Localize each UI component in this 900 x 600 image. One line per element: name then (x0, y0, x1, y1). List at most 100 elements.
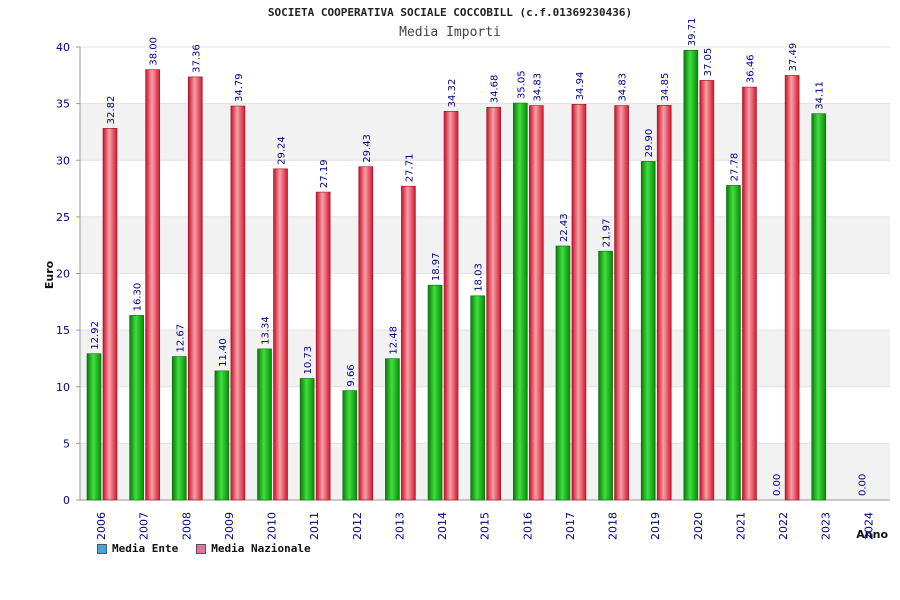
x-tick-label: 2013 (393, 512, 406, 540)
chart-subtitle: Media Importi (399, 25, 501, 40)
y-tick-label: 15 (56, 324, 70, 337)
data-label: 37.05 (703, 48, 714, 77)
data-label: 34.32 (447, 79, 458, 108)
y-tick-label: 5 (63, 437, 70, 450)
legend-item-media-nazionale: Media Nazionale (196, 542, 311, 555)
y-tick-label: 35 (56, 98, 70, 111)
data-label: 29.24 (277, 136, 288, 165)
data-label: 34.79 (234, 73, 245, 102)
bar-media-ente (470, 295, 485, 501)
data-label: 18.97 (431, 253, 442, 282)
bar-media-ente (598, 250, 613, 501)
legend: Media Ente Media Nazionale (97, 542, 311, 555)
x-tick-label: 2009 (223, 512, 236, 540)
x-tick-label: 2017 (564, 512, 577, 540)
bar-media-nazionale (187, 76, 203, 501)
x-tick-label: 2007 (138, 512, 151, 540)
data-label: 34.83 (618, 73, 629, 102)
bar-media-nazionale (486, 106, 501, 501)
bar-media-nazionale (273, 168, 288, 501)
y-tick-label: 40 (56, 41, 70, 54)
bar-media-nazionale (401, 185, 416, 501)
bar-media-nazionale (742, 86, 757, 501)
data-label: 16.30 (133, 283, 144, 312)
x-tick-label: 2008 (180, 512, 193, 540)
data-label: 18.03 (474, 263, 485, 292)
legend-label-media-nazionale: Media Nazionale (211, 542, 311, 555)
data-label: 34.94 (575, 72, 586, 101)
data-label: 27.71 (404, 154, 415, 183)
legend-item-media-ente: Media Ente (97, 542, 178, 555)
bar-media-ente (299, 378, 315, 501)
data-label: 36.46 (745, 54, 756, 83)
data-label: 27.78 (729, 153, 740, 182)
x-tick-label: 2023 (820, 512, 833, 540)
data-label: 32.82 (106, 96, 117, 125)
bar-media-ente (171, 356, 187, 501)
bar-media-ente (257, 348, 272, 501)
data-label: 10.73 (303, 346, 314, 375)
data-label: 12.92 (90, 321, 101, 350)
data-label: 9.66 (346, 364, 357, 386)
bar-media-ente (86, 353, 102, 501)
x-axis-title: Anno (856, 528, 888, 541)
y-tick-label: 20 (56, 268, 70, 281)
data-label: 35.05 (516, 70, 527, 99)
bar-media-ente (342, 390, 358, 501)
chart-title: SOCIETA COOPERATIVA SOCIALE COCCOBILL (c… (267, 6, 633, 19)
y-tick-label: 0 (63, 494, 70, 507)
bar-media-nazionale (529, 105, 544, 501)
x-tick-label: 2020 (692, 512, 705, 540)
data-label: 11.40 (218, 338, 229, 367)
data-label: 13.34 (261, 316, 272, 345)
bar-media-ente (555, 245, 571, 501)
legend-label-media-ente: Media Ente (112, 542, 179, 555)
bar-media-ente (427, 284, 443, 501)
bar-media-ente (129, 315, 144, 501)
x-tick-label: 2010 (266, 512, 279, 540)
bar-media-nazionale (358, 166, 374, 501)
data-label: 37.49 (788, 43, 799, 72)
x-tick-label: 2014 (436, 512, 449, 540)
bar-media-nazionale (699, 80, 715, 501)
data-label: 34.85 (660, 73, 671, 102)
data-label: 38.00 (149, 37, 160, 66)
data-label: 29.43 (362, 134, 373, 163)
y-tick-label: 10 (56, 381, 70, 394)
y-tick-label: 25 (56, 211, 70, 224)
y-tick-label: 30 (56, 154, 70, 167)
bar-media-ente (683, 49, 699, 501)
data-label: 27.19 (319, 159, 330, 188)
x-tick-label: 2021 (734, 512, 747, 540)
x-tick-label: 2015 (479, 512, 492, 540)
bar-media-ente (811, 113, 827, 501)
data-label: 0.00 (857, 474, 868, 496)
legend-swatch-media-ente (97, 543, 107, 554)
bar-media-nazionale (230, 105, 246, 501)
x-tick-label: 2016 (521, 512, 534, 540)
data-label: 0.00 (772, 474, 783, 496)
x-tick-label: 2012 (351, 512, 364, 540)
data-label: 12.67 (175, 324, 186, 353)
bar-media-nazionale (656, 105, 672, 501)
data-label: 34.68 (490, 75, 501, 104)
bar-media-ente (726, 185, 741, 501)
data-label: 39.71 (687, 18, 698, 47)
bar-media-nazionale (315, 191, 331, 501)
bar-media-ente (640, 161, 656, 501)
data-label: 21.97 (602, 219, 613, 248)
bar-media-nazionale (784, 75, 800, 501)
data-label: 37.36 (191, 44, 202, 73)
bar-media-ente (385, 358, 400, 501)
bar-media-ente (513, 102, 528, 501)
bar-media-nazionale (145, 69, 160, 501)
data-label: 29.90 (644, 129, 655, 158)
bar-media-ente (214, 370, 230, 501)
x-tick-label: 2024 (862, 512, 875, 540)
legend-swatch-media-nazionale (196, 543, 207, 554)
x-tick-label: 2006 (95, 512, 108, 540)
x-tick-label: 2019 (649, 512, 662, 540)
data-label: 12.48 (388, 326, 399, 355)
x-tick-label: 2018 (607, 512, 620, 540)
y-axis-title: Euro (43, 260, 56, 289)
